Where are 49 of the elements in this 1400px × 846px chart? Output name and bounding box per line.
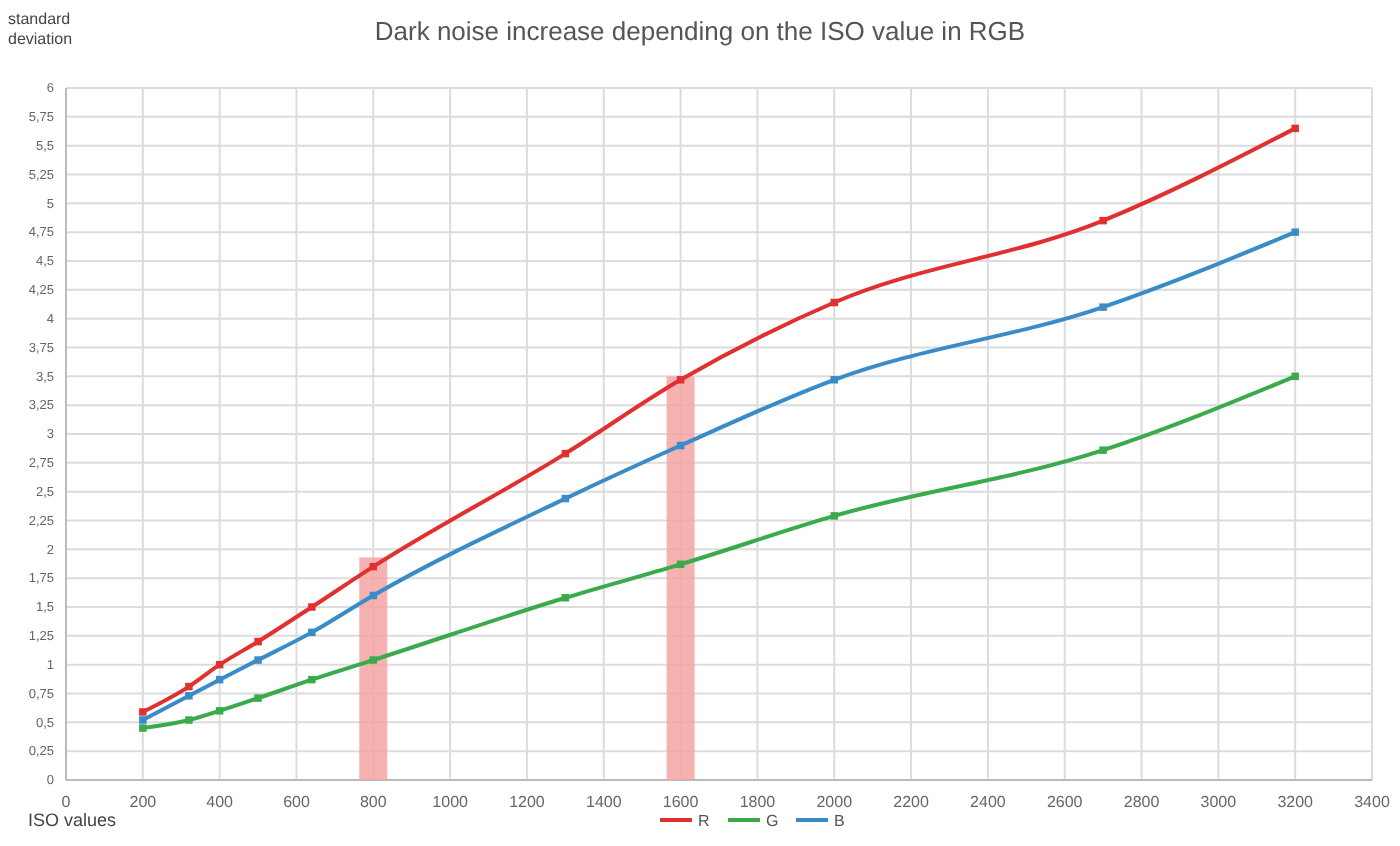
point [185,716,193,724]
legend-label: B [834,812,845,830]
point [139,708,147,716]
point [830,512,838,520]
x-tick-label: 1800 [739,793,777,812]
point [1291,372,1299,381]
point [1099,303,1107,311]
y-axis-title: standard deviation [8,10,73,48]
x-tick-label: 800 [359,793,388,812]
point [830,298,838,307]
point [1099,216,1107,225]
x-tick-label: 2600 [1046,793,1084,812]
point [254,637,262,646]
point [254,694,262,702]
x-tick-label: 1600 [662,793,700,812]
x-tick-label: 1400 [585,793,623,812]
point [1291,124,1299,133]
point [1099,446,1107,454]
legend-label: R [698,812,710,830]
point [185,682,193,691]
chart-title: Dark noise increase depending on the ISO value in RGB [374,16,1026,46]
point [139,724,147,732]
point [830,376,838,384]
point [676,376,685,384]
x-tick-label: 2800 [1123,793,1161,812]
x-tick-label: 3200 [1277,793,1315,812]
x-tick-label: 0 [61,793,72,812]
x-tick-label: 2400 [970,793,1007,812]
point [215,707,224,715]
x-tick-label: 3400 [1354,793,1391,812]
point [561,594,570,602]
point [369,656,378,664]
x-tick-label: 2200 [893,793,930,812]
point [139,716,147,724]
x-axis-title: ISO values [28,810,118,830]
point [1291,228,1299,236]
point [308,628,316,637]
x-tick-label: 1000 [432,793,470,812]
x-tick-label: 600 [283,793,311,812]
point [308,675,316,684]
x-tick-label: 200 [129,793,158,812]
point [254,656,262,664]
x-tick-label: 400 [206,793,235,812]
x-tick-label: 3000 [1200,793,1238,812]
point [308,603,316,611]
legend-label: G [766,812,779,830]
x-tick-label: 1200 [509,793,546,812]
x-tick-label: 2000 [816,793,854,812]
point [185,692,193,700]
